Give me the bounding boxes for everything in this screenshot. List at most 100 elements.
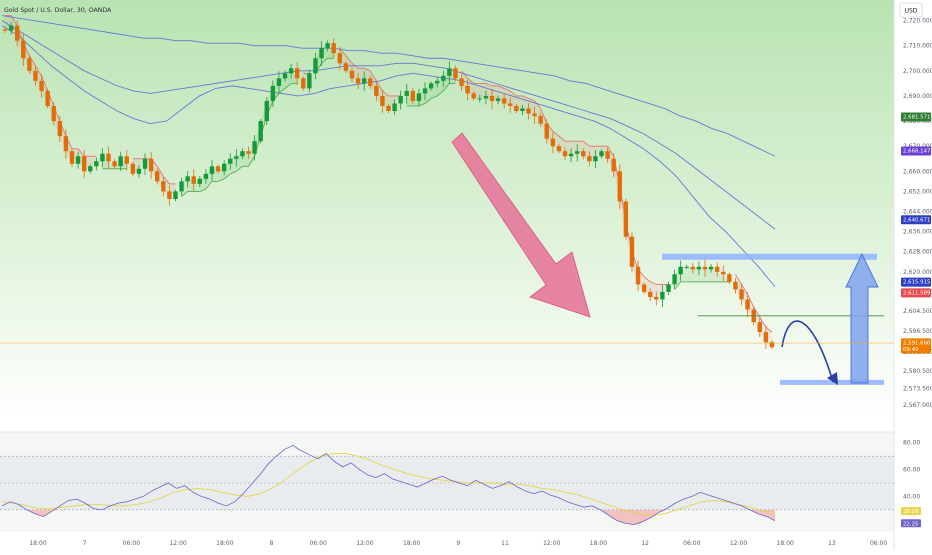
currency-label[interactable]: USD <box>905 8 918 15</box>
trail-stop-segment <box>35 65 42 77</box>
price-tick-label: 2,660.000 <box>903 168 932 175</box>
candle-body <box>228 158 233 164</box>
time-tick-label: 11 <box>501 540 509 547</box>
candle-body <box>495 98 501 101</box>
bearish-arrow <box>451 132 591 318</box>
price-tag <box>901 277 931 287</box>
rsi-oversold-fill <box>617 509 626 524</box>
trail-stop-segment <box>650 281 657 285</box>
time-tick-label: 18:00 <box>29 540 46 547</box>
candle-body <box>136 168 142 174</box>
rsi-value-label: 28.29 <box>903 509 919 515</box>
candle-body <box>288 68 294 74</box>
trail-fill-segment <box>595 146 602 157</box>
trail-stop-segment <box>461 70 468 79</box>
currency-button-frame[interactable] <box>899 2 923 18</box>
rsi-line <box>1 444 776 526</box>
candle-body <box>301 78 306 89</box>
moving-averages <box>1 15 776 288</box>
candle-body <box>453 68 458 79</box>
trail-fill-segment <box>571 141 578 154</box>
candle-body <box>544 123 549 139</box>
candle-body <box>666 284 671 292</box>
trail-stop-segment <box>765 326 773 333</box>
candle-body <box>33 70 38 81</box>
trail-fill-segment <box>656 284 663 300</box>
trail-stop-segment <box>418 103 426 107</box>
price-tick-label: 2,628.000 <box>903 249 932 256</box>
price-tick-label: 2,700.000 <box>903 68 932 75</box>
trail-stop-segment <box>607 145 615 157</box>
candle-body <box>355 78 361 84</box>
candle-body <box>690 266 696 270</box>
rsi-pane-background <box>0 432 894 532</box>
candle-body <box>392 103 397 112</box>
trail-stop-segment <box>77 148 85 157</box>
candle-body <box>142 158 148 169</box>
candle-body <box>611 158 616 172</box>
trail-stop-segment <box>199 188 207 192</box>
candle-body <box>246 151 251 154</box>
time-tick-label: 8 <box>270 540 274 547</box>
bullish-arrow <box>845 252 879 384</box>
trail-stop-segment <box>436 90 444 97</box>
price-tag <box>901 338 931 354</box>
candle-body <box>191 176 196 184</box>
price-tag-label: 2,640.671 <box>903 217 930 223</box>
candle-body <box>641 284 647 292</box>
trail-stop-segment <box>643 276 651 283</box>
trail-stop-segment <box>248 156 255 167</box>
rsi-moving-average <box>1 453 776 516</box>
candle-body <box>197 178 203 184</box>
moving-average-line-1 <box>1 25 776 288</box>
candle-body <box>179 181 184 192</box>
trail-stop-segment <box>181 191 188 197</box>
candle-body <box>368 78 373 86</box>
time-tick-label: 06:00 <box>123 540 140 547</box>
price-tag <box>901 146 931 156</box>
rsi-band <box>0 456 894 510</box>
price-tick-label: 2,720.000 <box>903 18 932 25</box>
candle-body <box>562 151 568 157</box>
candle-body <box>349 70 355 79</box>
time-tick-label: 18:00 <box>590 540 607 547</box>
price-tick-label: 2,652.000 <box>903 188 932 195</box>
drop-path <box>781 320 834 383</box>
price-tag <box>901 112 931 122</box>
trail-stop-segment <box>674 281 682 290</box>
candle-body <box>526 108 531 114</box>
candle-body <box>276 78 282 86</box>
trail-stop-segment <box>284 83 292 89</box>
rsi-indicator: 80.00 60.00 40.00 28.29 22.25 <box>0 440 921 528</box>
trail-stop-segment <box>375 80 383 92</box>
candle-body <box>337 53 342 64</box>
candle-body <box>581 151 586 157</box>
candle-body <box>398 95 403 104</box>
candle-body <box>508 103 513 106</box>
candle-body <box>733 281 738 290</box>
candle-body <box>380 95 385 106</box>
candle-body <box>593 156 598 162</box>
currency-button[interactable]: USD <box>899 2 923 18</box>
price-tick-label: 2,604.500 <box>903 308 932 315</box>
candle-body <box>215 166 221 172</box>
trail-stop-segment <box>162 176 170 185</box>
candle-body <box>714 266 720 272</box>
pane-gap <box>0 418 894 432</box>
trail-fill-segment <box>686 266 693 282</box>
price-tick-label: 2,573.500 <box>903 386 932 393</box>
candle-body <box>605 151 610 159</box>
trail-stop-segment <box>747 294 755 308</box>
candle-body <box>568 153 574 157</box>
rsi-oversold-fill <box>35 509 44 517</box>
candle-body <box>39 80 44 91</box>
trail-fill-segment <box>5 15 12 31</box>
price-tick-label: 2,680.000 <box>903 118 932 125</box>
trail-stop-segment <box>382 90 389 97</box>
candle-body <box>654 296 659 300</box>
trail-stop-segment <box>741 284 748 295</box>
price-tag-label: 2,681.571 <box>903 115 930 121</box>
candle-body <box>258 121 263 142</box>
